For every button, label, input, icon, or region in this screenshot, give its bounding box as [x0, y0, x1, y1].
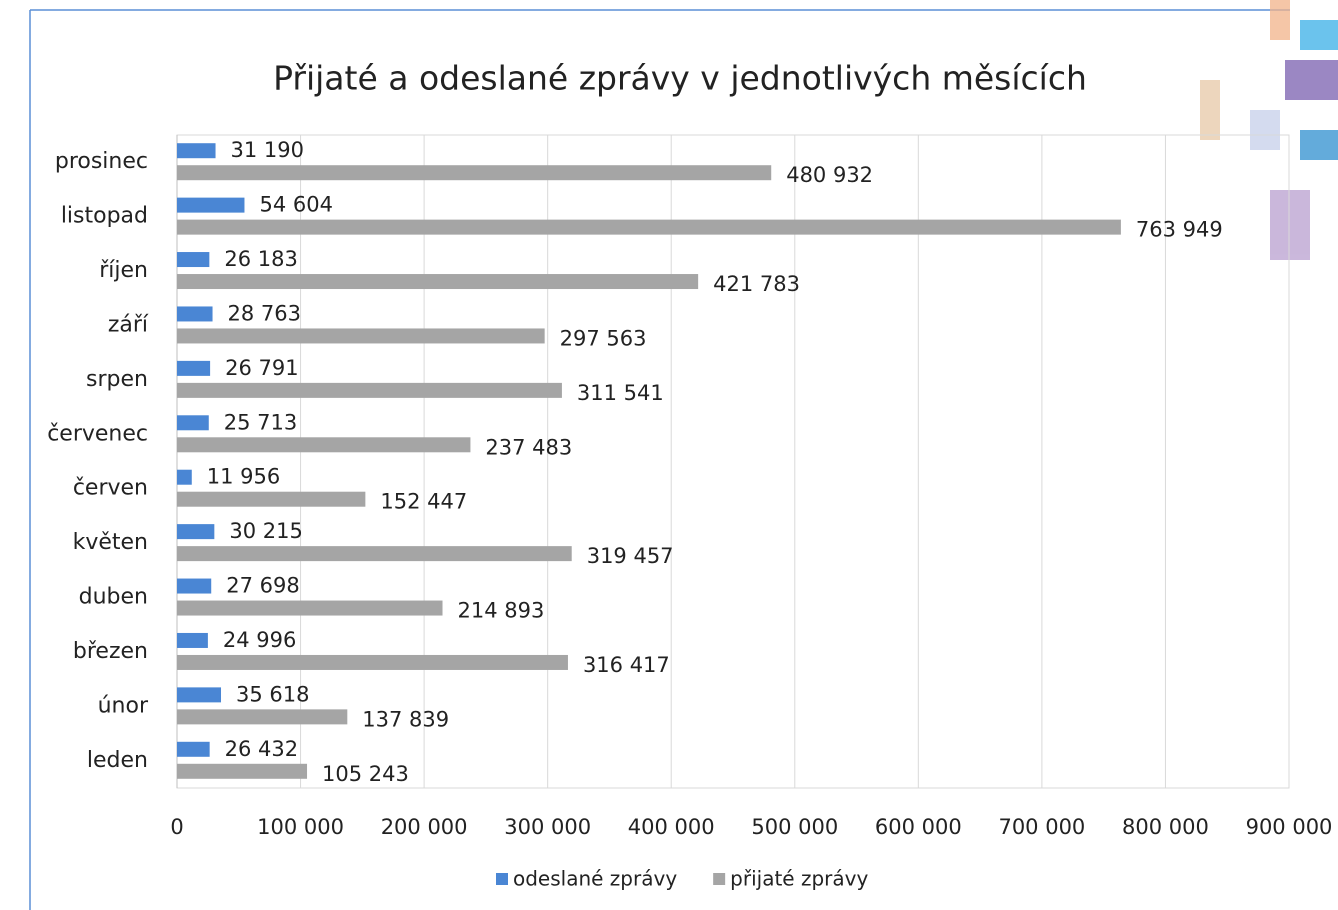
- data-label: 35 618: [236, 682, 309, 706]
- y-tick-label: říjen: [99, 258, 148, 283]
- bar: [177, 165, 772, 181]
- bar: [177, 741, 210, 757]
- bar: [177, 197, 245, 213]
- data-label: 26 791: [225, 356, 298, 380]
- y-tick-label: březen: [73, 639, 148, 664]
- legend-swatch: [713, 873, 726, 885]
- x-tick-label: 100 000: [257, 815, 344, 839]
- x-tick-label: 800 000: [1122, 815, 1209, 839]
- data-label: 24 996: [223, 628, 296, 652]
- data-label: 480 932: [786, 163, 873, 187]
- bar: [177, 546, 572, 562]
- data-label: 54 604: [259, 193, 332, 217]
- bar: [177, 632, 208, 648]
- y-tick-label: prosinec: [55, 149, 148, 174]
- data-label: 25 713: [224, 410, 297, 434]
- bar: [177, 382, 562, 398]
- bar: [177, 437, 471, 453]
- data-label: 311 541: [577, 381, 664, 405]
- bar: [177, 491, 366, 507]
- bar: [177, 143, 216, 159]
- bar: [177, 360, 211, 376]
- x-tick-label: 300 000: [504, 815, 591, 839]
- y-tick-label: srpen: [86, 367, 148, 392]
- y-tick-label: leden: [87, 748, 148, 773]
- bar: [177, 687, 222, 703]
- data-label: 237 483: [485, 435, 572, 459]
- y-tick-label: listopad: [61, 204, 148, 229]
- x-tick-label: 900 000: [1246, 815, 1333, 839]
- data-label: 152 447: [380, 490, 467, 514]
- chart-title: Přijaté a odeslané zprávy v jednotlivých…: [273, 59, 1087, 98]
- legend-label: odeslané zprávy: [513, 867, 677, 891]
- legend-swatch: [496, 873, 508, 885]
- data-label: 421 783: [713, 272, 800, 296]
- y-tick-label: květen: [73, 530, 148, 555]
- bar: [177, 524, 215, 540]
- x-tick-label: 500 000: [751, 815, 838, 839]
- data-label: 214 893: [458, 599, 545, 623]
- data-label: 319 457: [587, 544, 674, 568]
- bar: [177, 763, 308, 779]
- bar: [177, 469, 192, 485]
- y-tick-label: duben: [79, 585, 148, 610]
- bar: [177, 328, 545, 344]
- data-label: 28 763: [228, 301, 301, 325]
- data-label: 137 839: [362, 707, 449, 731]
- bar: [177, 219, 1121, 235]
- decoration: [1200, 0, 1338, 260]
- data-label: 763 949: [1136, 218, 1223, 242]
- data-label: 316 417: [583, 653, 670, 677]
- bar: [177, 600, 443, 616]
- data-label: 297 563: [560, 326, 647, 350]
- legend-label: přijaté zprávy: [730, 867, 868, 891]
- bar: [177, 578, 212, 594]
- data-label: 27 698: [226, 574, 299, 598]
- bar: [177, 709, 348, 725]
- data-label: 26 432: [225, 737, 298, 761]
- y-tick-label: červen: [73, 476, 148, 501]
- bar: [177, 274, 699, 290]
- data-label: 31 190: [231, 138, 304, 162]
- data-label: 11 956: [207, 465, 280, 489]
- y-tick-label: únor: [98, 693, 149, 718]
- bar: [177, 654, 568, 670]
- y-tick-label: září: [108, 312, 149, 337]
- bar: [177, 252, 210, 268]
- x-tick-label: 600 000: [875, 815, 962, 839]
- data-label: 26 183: [224, 247, 297, 271]
- x-tick-label: 700 000: [998, 815, 1085, 839]
- data-label: 30 215: [229, 519, 302, 543]
- x-tick-label: 400 000: [628, 815, 715, 839]
- data-label: 105 243: [322, 762, 409, 786]
- x-tick-label: 200 000: [381, 815, 468, 839]
- bar: [177, 306, 213, 322]
- bar: [177, 415, 209, 431]
- y-tick-label: červenec: [47, 421, 148, 446]
- x-tick-label: 0: [170, 815, 183, 839]
